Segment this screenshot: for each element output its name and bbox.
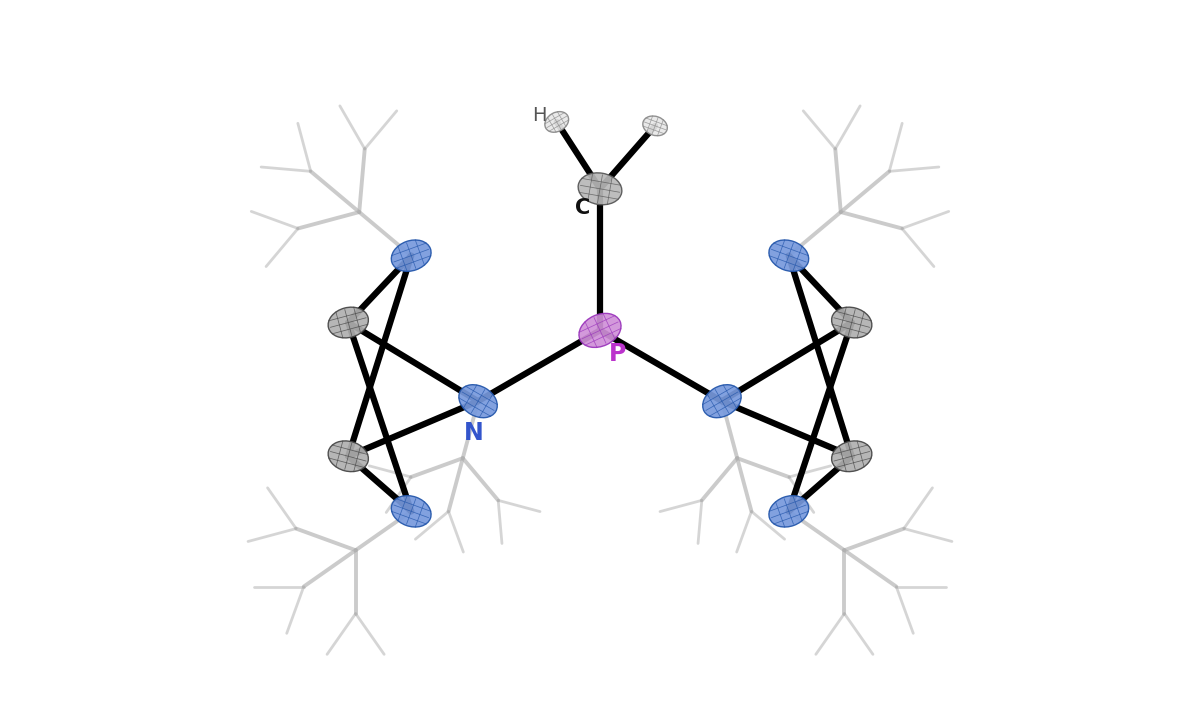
Ellipse shape: [545, 112, 569, 132]
Ellipse shape: [832, 307, 872, 338]
Ellipse shape: [769, 240, 809, 271]
Ellipse shape: [328, 307, 368, 338]
Ellipse shape: [703, 384, 742, 418]
Ellipse shape: [391, 240, 431, 271]
Text: C: C: [575, 198, 590, 219]
Text: P: P: [608, 342, 626, 366]
Ellipse shape: [578, 173, 622, 205]
Ellipse shape: [769, 496, 809, 527]
Text: N: N: [464, 421, 484, 445]
Ellipse shape: [328, 441, 368, 472]
Ellipse shape: [458, 384, 497, 418]
Ellipse shape: [832, 441, 872, 472]
Ellipse shape: [643, 116, 667, 136]
Text: H: H: [532, 106, 547, 125]
Ellipse shape: [391, 496, 431, 527]
Ellipse shape: [578, 314, 622, 348]
